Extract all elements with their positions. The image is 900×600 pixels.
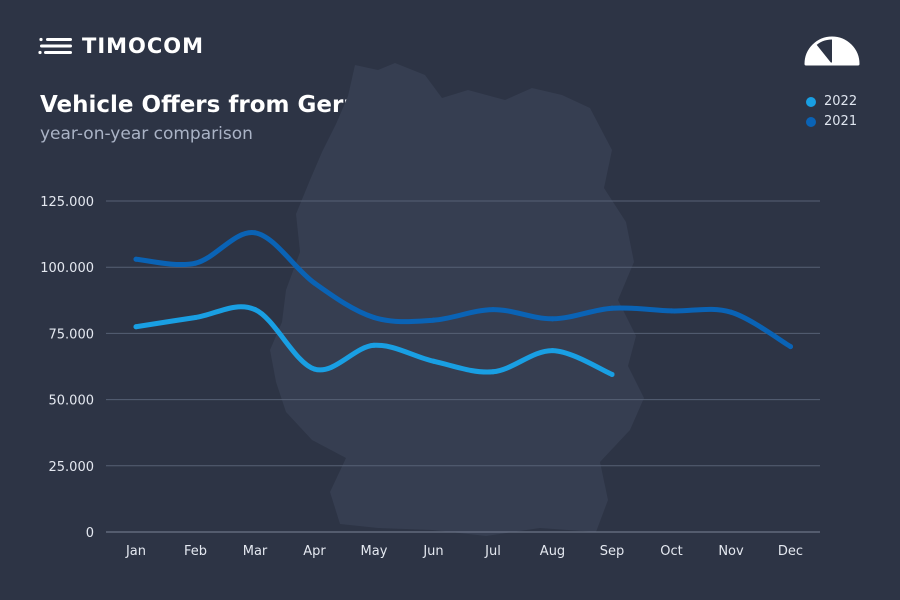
data-point-2022: [193, 315, 198, 321]
data-point-2022: [609, 371, 615, 377]
x-tick-label: Dec: [778, 544, 803, 559]
data-point-2021: [312, 280, 317, 286]
y-tick-label: 0: [86, 526, 94, 541]
x-tick-label: Jan: [125, 544, 146, 559]
germany-map-silhouette: [270, 63, 644, 536]
data-point-2021: [371, 315, 377, 321]
y-tick-label: 100.000: [40, 261, 94, 276]
brand-logo: TIMOCOM: [38, 34, 204, 58]
gauge-icon: [804, 36, 860, 66]
x-tick-label: Apr: [303, 544, 326, 559]
data-point-2021: [133, 256, 139, 262]
brand-name: TIMOCOM: [82, 34, 205, 58]
data-point-2021: [252, 230, 258, 236]
data-point-2022: [431, 358, 436, 364]
data-point-2021: [431, 317, 436, 323]
data-point-2022: [133, 324, 139, 330]
x-tick-label: Jun: [422, 544, 443, 559]
data-point-2021: [550, 316, 555, 322]
x-tick-label: May: [361, 544, 388, 559]
x-tick-label: Aug: [540, 544, 565, 559]
truck-lines-icon: [38, 37, 72, 55]
legend-item-2021: 2021: [806, 114, 857, 129]
data-point-2022: [490, 369, 496, 375]
data-point-2021: [669, 308, 674, 314]
data-point-2022: [252, 307, 258, 313]
x-tick-label: Feb: [184, 544, 207, 559]
y-tick-label: 50.000: [49, 394, 95, 409]
data-point-2021: [609, 305, 615, 311]
legend-label-2021: 2021: [824, 114, 858, 129]
data-point-2021: [490, 307, 496, 313]
legend-label-2022: 2022: [824, 94, 858, 109]
x-tick-label: Oct: [660, 544, 682, 559]
data-point-2022: [371, 342, 377, 348]
data-point-2021: [728, 309, 734, 315]
data-point-2021: [788, 344, 793, 350]
series-line-2021: [133, 230, 793, 350]
y-tick-label: 25.000: [49, 460, 95, 475]
y-tick-label: 125.000: [40, 195, 94, 210]
legend-swatch-2021: [806, 116, 816, 127]
x-tick-label: Sep: [600, 544, 625, 559]
chart-legend: 2022 2021: [806, 94, 857, 129]
legend-item-2022: 2022: [806, 94, 857, 109]
chart-subtitle: year-on-year comparison: [40, 124, 253, 144]
data-point-2022: [312, 366, 317, 372]
data-point-2022: [550, 348, 555, 354]
x-tick-label: Nov: [718, 544, 744, 559]
legend-swatch-2022: [806, 96, 816, 107]
data-point-2021: [193, 260, 198, 266]
x-tick-label: Mar: [243, 544, 268, 559]
y-tick-label: 75.000: [49, 327, 95, 342]
x-tick-label: Jul: [484, 544, 501, 559]
